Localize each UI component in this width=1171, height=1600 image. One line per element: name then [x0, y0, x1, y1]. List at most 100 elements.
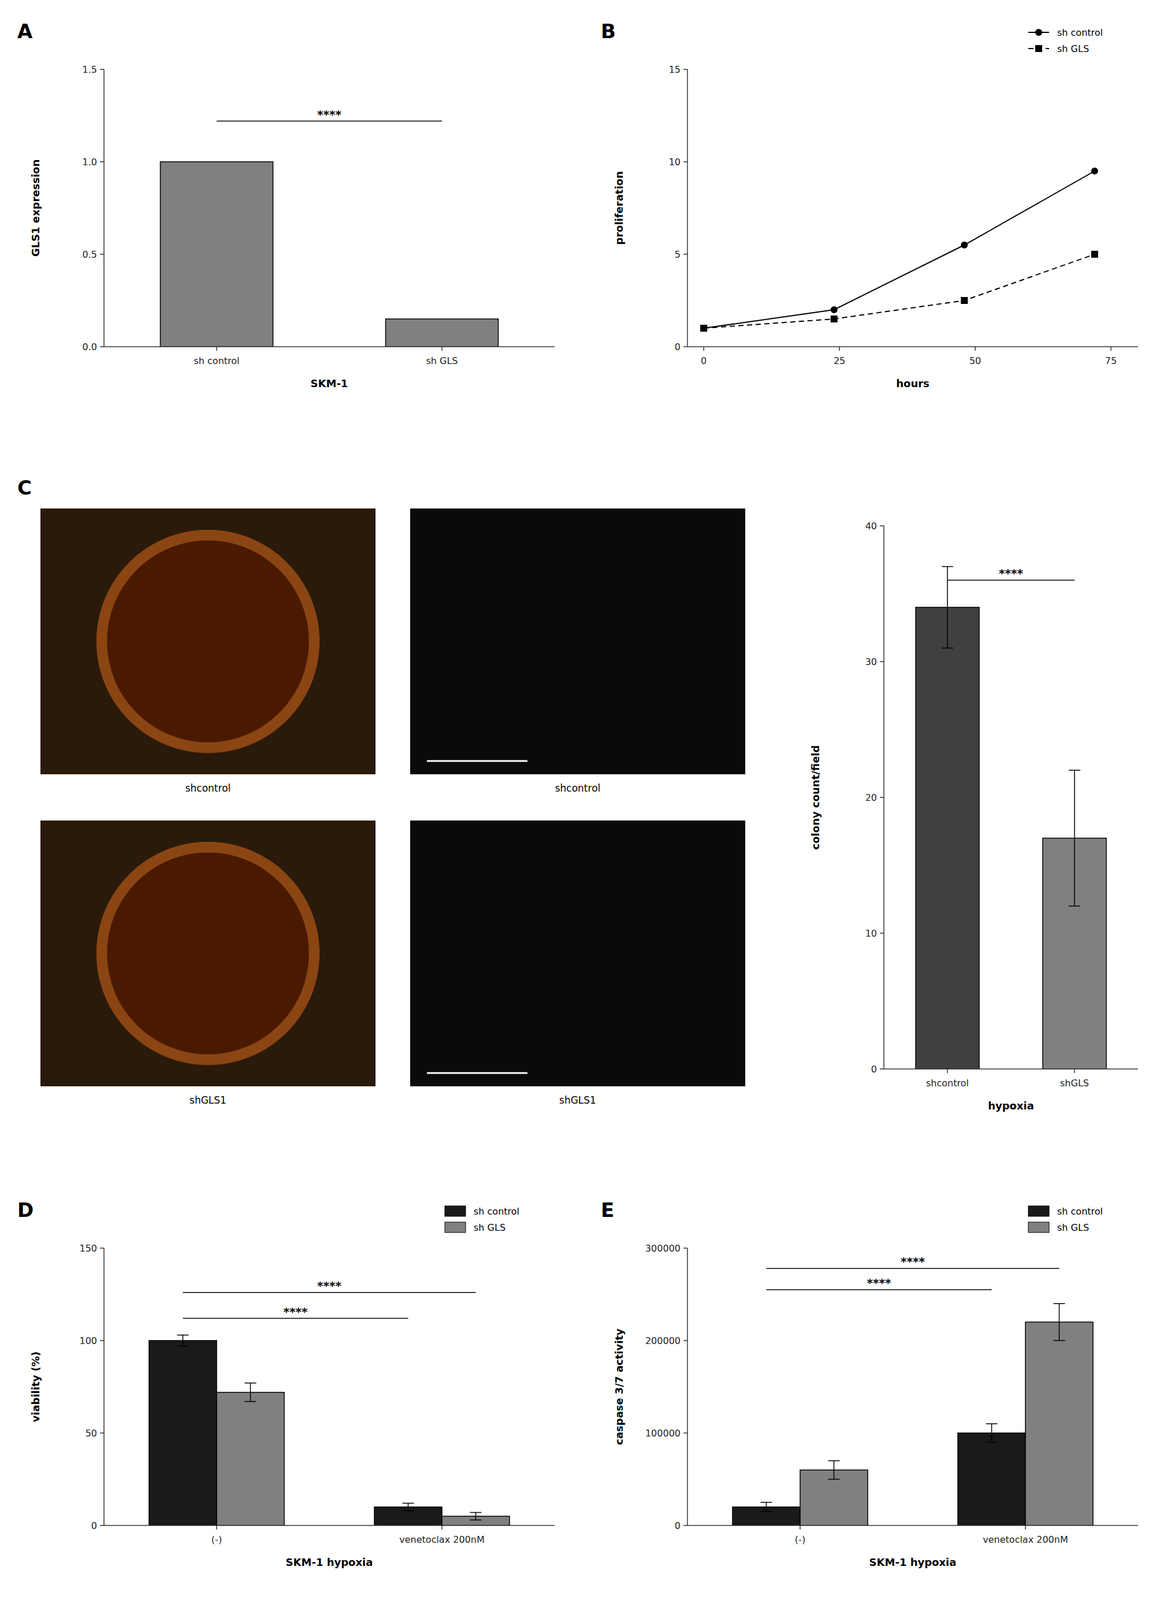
plot-marks	[160, 161, 499, 347]
y-tick-label: 0.5	[82, 248, 98, 260]
plot-marks	[149, 1334, 510, 1526]
legend-label: sh GLS	[1057, 1221, 1089, 1233]
bar	[957, 1432, 1026, 1526]
y-tick-label: 0.0	[82, 341, 98, 353]
legend-label: sh control	[1057, 27, 1103, 39]
legend-entry: sh GLS	[444, 1221, 506, 1233]
dish-inner	[106, 540, 310, 743]
x-tick-label: venetoclax 200nM	[982, 1533, 1068, 1545]
bar-chart: Ash controlsh GLS0.00.51.01.5GLS1 expres…	[17, 19, 555, 390]
y-tick-label: 1.0	[82, 156, 98, 168]
y-tick	[879, 525, 884, 527]
x-tick-label: shcontrol	[926, 1077, 969, 1089]
x-tick	[1110, 346, 1112, 351]
significance-text: ****	[317, 107, 342, 122]
y-tick-label: 1.5	[82, 64, 98, 76]
marker	[700, 324, 708, 332]
microscope-image	[410, 820, 746, 1087]
y-tick-label: 15	[668, 64, 681, 76]
image-label: shGLS1	[189, 1094, 227, 1106]
y-tick	[683, 1432, 688, 1434]
legend-marker	[1035, 28, 1043, 36]
bar	[216, 1392, 285, 1526]
error-bar	[470, 1512, 482, 1520]
legend-label: sh control	[473, 1205, 520, 1217]
marker	[830, 306, 838, 314]
y-axis-line	[686, 69, 689, 347]
legend-entry: sh control	[444, 1205, 520, 1217]
dish-image	[40, 508, 376, 775]
y-tick-label: 150	[79, 1242, 98, 1254]
y-axis-label: GLS1 expression	[29, 159, 42, 258]
bar-chart: shcontrolshGLS010203040colony count/fiel…	[809, 520, 1139, 1112]
y-axis-label: colony count/field	[809, 745, 822, 850]
y-axis-line	[103, 1247, 105, 1526]
y-axis-label: caspase 3/7 activity	[612, 1328, 626, 1445]
y-tick	[879, 796, 884, 798]
plot-marks	[915, 566, 1107, 1070]
x-tick	[216, 1525, 218, 1530]
error-bar	[177, 1334, 189, 1346]
y-tick	[99, 1339, 104, 1341]
x-tick-label: (-)	[794, 1533, 806, 1545]
y-axis-line	[103, 69, 105, 347]
error-bar	[1053, 1303, 1066, 1341]
error-bar	[244, 1383, 257, 1402]
x-tick-label: venetoclax 200nM	[399, 1533, 485, 1545]
legend-swatch	[444, 1205, 466, 1217]
y-tick	[879, 660, 884, 663]
y-tick	[683, 1339, 688, 1341]
y-tick	[683, 161, 688, 163]
image-label: shGLS1	[559, 1094, 597, 1106]
marker	[960, 241, 968, 249]
legend-label: sh control	[1057, 1205, 1103, 1217]
x-tick-label: sh GLS	[425, 355, 458, 367]
y-tick-label: 100	[79, 1335, 98, 1347]
y-tick	[99, 253, 104, 255]
x-axis-label: hours	[896, 377, 930, 390]
image-label: shcontrol	[555, 782, 601, 794]
y-axis-line	[686, 1247, 689, 1526]
bar	[160, 161, 274, 347]
y-tick-label: 300000	[645, 1242, 681, 1254]
x-axis-label: SKM-1	[310, 377, 349, 390]
x-axis-label: SKM-1 hypoxia	[869, 1555, 957, 1568]
error-bar	[941, 566, 954, 649]
plot-marks	[700, 167, 1099, 332]
x-axis-line	[103, 346, 555, 348]
y-tick-label: 200000	[645, 1335, 681, 1347]
bar	[1025, 1321, 1094, 1526]
dish-rim	[96, 529, 320, 753]
error-bar	[828, 1460, 840, 1479]
y-tick	[683, 346, 688, 348]
legend-entry: sh GLS	[1028, 1221, 1089, 1233]
x-tick-label: 50	[969, 355, 981, 367]
y-tick	[99, 161, 104, 163]
x-tick-label: 25	[833, 355, 846, 367]
panel-label: C	[17, 476, 32, 500]
x-tick	[838, 346, 840, 351]
panel-label: D	[17, 1198, 34, 1222]
error-bar	[760, 1502, 773, 1512]
x-tick-label: shGLS	[1060, 1077, 1089, 1089]
bar-chart: E(-)venetoclax 200nM0100000200000300000c…	[600, 1198, 1139, 1568]
y-tick	[683, 253, 688, 255]
y-tick-label: 0	[91, 1519, 98, 1531]
x-tick	[216, 346, 218, 351]
x-tick-label: (-)	[211, 1533, 222, 1545]
plot-marks	[732, 1303, 1094, 1526]
x-tick	[441, 1525, 443, 1530]
significance-text: ****	[867, 1275, 892, 1290]
x-axis-line	[103, 1524, 555, 1526]
significance-text: ****	[900, 1254, 925, 1269]
bar	[915, 607, 980, 1069]
legend-entry: sh control	[1028, 1205, 1103, 1217]
marker	[700, 324, 708, 332]
dish-rim	[96, 841, 320, 1065]
y-axis-label: viability (%)	[29, 1351, 42, 1423]
image-label: shcontrol	[185, 782, 232, 794]
panel-label: A	[17, 19, 33, 43]
x-tick	[441, 346, 443, 351]
bar	[385, 318, 499, 347]
x-tick	[799, 1525, 801, 1530]
